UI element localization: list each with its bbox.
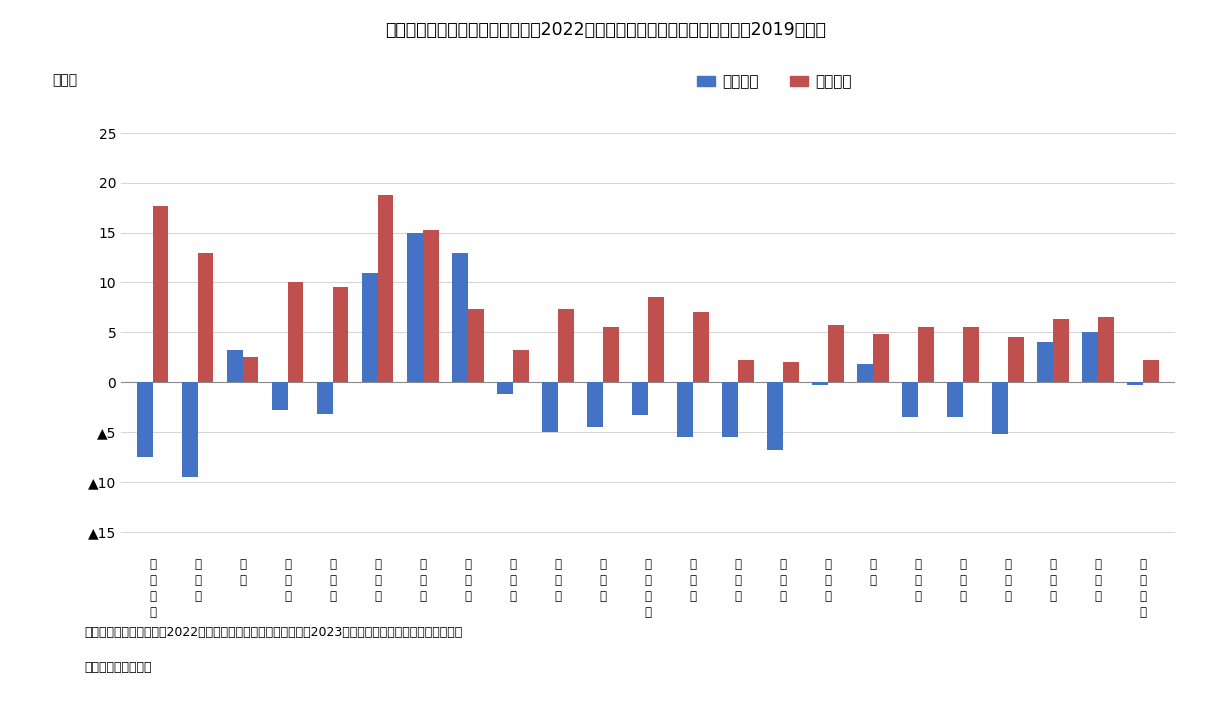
- Bar: [197, 252, 213, 382]
- Bar: [467, 310, 483, 382]
- Bar: [558, 310, 574, 382]
- Bar: [543, 382, 558, 432]
- Bar: [1008, 337, 1023, 382]
- Bar: [1143, 360, 1159, 382]
- Bar: [587, 382, 603, 427]
- Bar: [407, 233, 423, 382]
- Legend: 転入者数, 転出者数: 転入者数, 転出者数: [690, 68, 859, 95]
- Bar: [137, 382, 153, 457]
- Bar: [902, 382, 918, 417]
- Bar: [1127, 382, 1143, 385]
- Text: （資料）総務省統計局「2022年住民基本台帳人口移動報告」（2023年）より、ＳＯＭＰＯインスティテ: （資料）総務省統計局「2022年住民基本台帳人口移動報告」（2023年）より、Ｓ…: [85, 626, 463, 638]
- Bar: [242, 357, 258, 382]
- Bar: [813, 382, 828, 385]
- Text: ュート・プラス作成: ュート・プラス作成: [85, 661, 153, 674]
- Text: 《図表６》東京都の区部別に見た2022年の転入者数、転出者数の増減率（2019年比）: 《図表６》東京都の区部別に見た2022年の転入者数、転出者数の増減率（2019年…: [385, 21, 826, 39]
- Bar: [333, 288, 349, 382]
- Bar: [512, 350, 528, 382]
- Bar: [1038, 342, 1054, 382]
- Bar: [452, 252, 467, 382]
- Bar: [1054, 320, 1069, 382]
- Bar: [648, 298, 664, 382]
- Bar: [288, 283, 304, 382]
- Bar: [497, 382, 512, 394]
- Bar: [226, 350, 242, 382]
- Bar: [632, 382, 648, 415]
- Bar: [677, 382, 693, 437]
- Bar: [784, 362, 799, 382]
- Bar: [423, 230, 438, 382]
- Bar: [317, 382, 333, 414]
- Bar: [947, 382, 963, 417]
- Bar: [963, 327, 978, 382]
- Bar: [603, 327, 619, 382]
- Bar: [1098, 317, 1114, 382]
- Bar: [362, 272, 378, 382]
- Bar: [693, 312, 708, 382]
- Bar: [722, 382, 737, 437]
- Bar: [768, 382, 784, 450]
- Bar: [378, 195, 394, 382]
- Bar: [153, 206, 168, 382]
- Bar: [272, 382, 288, 410]
- Text: （％）: （％）: [52, 73, 78, 87]
- Bar: [828, 325, 844, 382]
- Bar: [992, 382, 1008, 434]
- Bar: [1083, 332, 1098, 382]
- Bar: [182, 382, 197, 477]
- Bar: [737, 360, 753, 382]
- Bar: [918, 327, 934, 382]
- Bar: [857, 364, 873, 382]
- Bar: [873, 334, 889, 382]
